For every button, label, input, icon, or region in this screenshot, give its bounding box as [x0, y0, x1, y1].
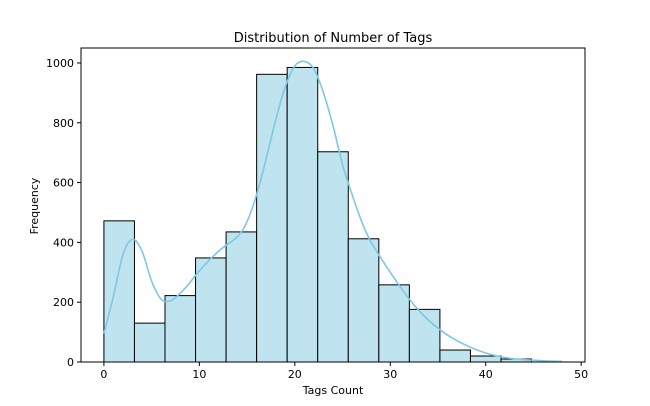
y-axis-label: Frequency [28, 177, 41, 234]
y-tick-label: 400 [53, 236, 74, 249]
histogram-bar [378, 284, 410, 363]
histogram-bar [225, 231, 258, 363]
x-tick-label: 20 [288, 368, 302, 381]
y-tick-label: 600 [53, 177, 74, 190]
x-tick-label: 30 [383, 368, 397, 381]
x-tick-label: 40 [479, 368, 493, 381]
chart-title: Distribution of Number of Tags [234, 31, 433, 46]
y-tick-label: 200 [53, 296, 74, 309]
y-tick-label: 1000 [46, 57, 74, 70]
histogram-bar [103, 220, 135, 363]
histogram-bar [256, 73, 288, 363]
x-tick-label: 50 [574, 368, 588, 381]
histogram-bar [408, 308, 441, 363]
histogram-bar [164, 295, 197, 363]
histogram-bar [133, 322, 166, 363]
kde-curve [103, 60, 563, 363]
histogram-bar [195, 257, 227, 363]
y-axis-ticks: 0 200 400 600 800 1000 [46, 57, 81, 369]
histogram-bar [317, 151, 349, 363]
y-tick-label: 0 [67, 356, 74, 369]
kde-curve-group [103, 60, 563, 363]
x-tick-label: 0 [100, 368, 107, 381]
histogram-bars [103, 66, 533, 363]
histogram-bar [286, 66, 319, 363]
plot-frame [80, 47, 586, 363]
histogram-bar [347, 238, 380, 363]
x-tick-label: 10 [192, 368, 206, 381]
y-tick-label: 800 [53, 117, 74, 130]
x-axis-ticks: 0 10 20 30 40 50 [100, 362, 588, 381]
histogram-bar [439, 349, 471, 363]
x-axis-label: Tags Count [302, 384, 364, 397]
histogram-bar [469, 355, 502, 363]
